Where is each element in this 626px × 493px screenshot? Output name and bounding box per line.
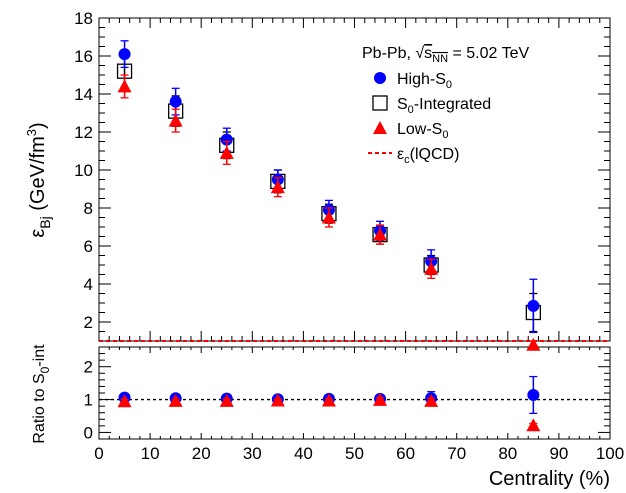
legend-triangle-swatch	[373, 121, 387, 134]
high-s0-point	[527, 299, 540, 312]
ratio-triangle-point	[270, 393, 285, 407]
ratio-y-tick-label: 2	[84, 358, 93, 377]
annotation-s: s	[424, 45, 432, 62]
annotation-sqrt: √	[415, 45, 424, 62]
main-y-axis-title: εBj (GeV/fm3)	[24, 122, 53, 237]
high-s0-point	[118, 48, 131, 61]
main-y-tick-label: 6	[84, 237, 93, 256]
x-tick-label: 90	[549, 444, 568, 463]
y-title-unit-post: )	[27, 122, 49, 129]
ratio-panel-ticks: 0 10 20 30 40 50 60 70 80 90 100 0 1 2	[84, 347, 624, 463]
low-s0-point	[373, 227, 388, 241]
legend: High-S0 S0-Integrated Low-S0 εc(lQCD)	[368, 71, 491, 166]
annotation-sub: NN	[432, 53, 448, 65]
high-s0-point	[220, 133, 233, 146]
y-title-sub: Bj	[37, 216, 53, 228]
x-tick-label: 80	[498, 444, 517, 463]
legend-circle-swatch	[374, 72, 386, 84]
main-y-tick-label: 14	[74, 85, 93, 104]
legend-open-square-label: S0-Integrated	[397, 96, 491, 116]
low-s0-point	[168, 113, 183, 127]
main-y-tick-label: 12	[74, 123, 93, 142]
collision-annotation: Pb-Pb, √sNN = 5.02 TeV	[362, 45, 529, 65]
ratio-triangle-point	[117, 394, 132, 408]
ratio-circle-point	[527, 388, 540, 401]
annotation-energy: = 5.02 TeV	[448, 45, 529, 62]
x-tick-label: 50	[345, 444, 364, 463]
ratio-triangle-point	[424, 393, 439, 407]
x-tick-label: 20	[192, 444, 211, 463]
x-tick-label: 100	[596, 444, 624, 463]
low-s0-point	[321, 210, 336, 224]
x-tick-label: 70	[447, 444, 466, 463]
low-s0-point	[219, 145, 234, 159]
x-tick-label: 40	[294, 444, 313, 463]
y-title-unit-pre: (GeV/fm	[27, 136, 49, 216]
ratio-y-title-sub: 0	[38, 366, 52, 373]
x-tick-label: 30	[243, 444, 262, 463]
main-panel-ticks: 2 4 6 8 10 12 14 16 18	[74, 9, 611, 341]
low-s0-point	[424, 261, 439, 275]
low-s0-point	[270, 180, 285, 194]
y-title-base: ε	[27, 229, 49, 238]
main-y-tick-label: 18	[74, 9, 93, 28]
ratio-triangle-point	[168, 393, 183, 407]
y-title-unit-sup: 3	[24, 129, 39, 136]
x-tick-label: 0	[94, 444, 103, 463]
ratio-y-title-base: Ratio to S	[31, 373, 48, 443]
low-s0-point	[117, 79, 132, 93]
main-y-tick-label: 10	[74, 161, 93, 180]
ratio-triangle-point	[373, 392, 388, 406]
ratio-triangle-point	[526, 418, 541, 432]
ratio-triangle-point	[321, 393, 336, 407]
legend-circle-label: High-S0	[397, 71, 452, 91]
ratio-y-title-suffix: -int	[31, 344, 48, 367]
x-tick-label: 10	[141, 444, 160, 463]
x-axis-title: Centrality (%)	[489, 468, 610, 490]
ratio-triangle-point	[219, 393, 234, 407]
legend-open-square-swatch	[372, 95, 388, 111]
ratio-panel-data	[117, 375, 541, 432]
main-panel-data	[116, 40, 541, 351]
main-y-tick-label: 16	[74, 47, 93, 66]
legend-dashed-line-label: εc(lQCD)	[397, 146, 459, 166]
ratio-y-tick-label: 0	[84, 423, 93, 442]
main-y-tick-label: 8	[84, 199, 93, 218]
x-tick-label: 60	[396, 444, 415, 463]
annotation-system: Pb-Pb,	[362, 45, 415, 62]
legend-triangle-label: Low-S0	[397, 121, 448, 141]
main-y-tick-label: 4	[84, 275, 93, 294]
high-s0-point	[169, 95, 182, 108]
ratio-y-tick-label: 1	[84, 391, 93, 410]
main-y-tick-label: 2	[84, 313, 93, 332]
low-s0-point	[526, 337, 541, 351]
ratio-y-axis-title: Ratio to S0-int	[31, 344, 52, 444]
